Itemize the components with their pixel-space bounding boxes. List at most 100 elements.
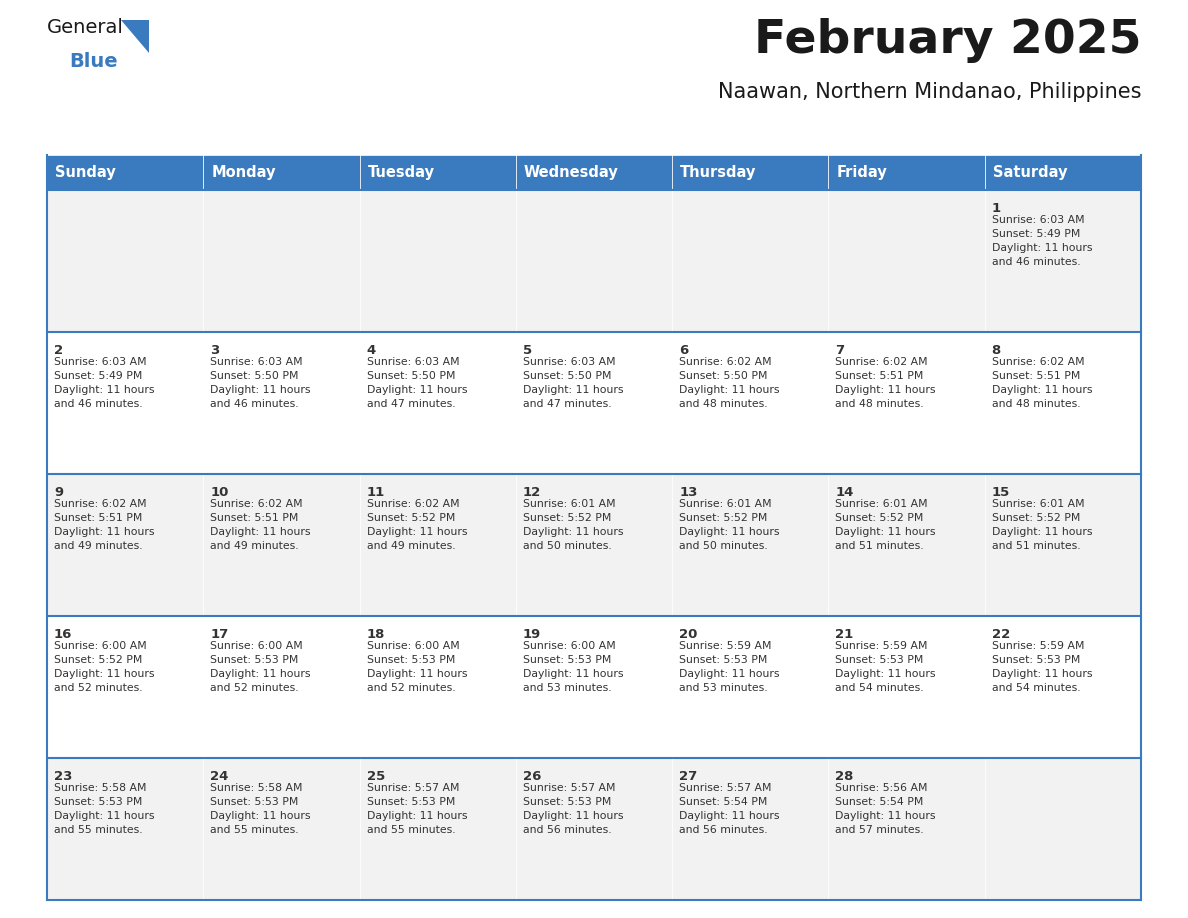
Text: 27: 27 — [680, 769, 697, 783]
Text: Wednesday: Wednesday — [524, 165, 619, 180]
Text: and 49 minutes.: and 49 minutes. — [210, 542, 299, 551]
Text: Sunrise: 6:00 AM: Sunrise: 6:00 AM — [523, 641, 615, 651]
Text: 23: 23 — [53, 769, 72, 783]
Bar — [672, 155, 828, 190]
Bar — [48, 474, 203, 616]
Text: 16: 16 — [53, 628, 72, 641]
Bar — [828, 190, 985, 332]
Text: Sunset: 5:51 PM: Sunset: 5:51 PM — [210, 513, 298, 523]
Text: Sunrise: 6:03 AM: Sunrise: 6:03 AM — [523, 357, 615, 367]
Text: Sunrise: 6:02 AM: Sunrise: 6:02 AM — [53, 499, 146, 509]
Text: Sunrise: 6:02 AM: Sunrise: 6:02 AM — [680, 357, 772, 367]
Text: and 46 minutes.: and 46 minutes. — [210, 399, 299, 409]
Text: Daylight: 11 hours: Daylight: 11 hours — [367, 669, 467, 679]
Text: 4: 4 — [367, 343, 375, 357]
Text: and 49 minutes.: and 49 minutes. — [367, 542, 455, 551]
Bar — [360, 758, 516, 900]
Bar — [672, 332, 828, 474]
Text: 21: 21 — [835, 628, 854, 641]
Text: 28: 28 — [835, 769, 854, 783]
Bar — [516, 332, 672, 474]
Bar — [203, 190, 360, 332]
Text: Daylight: 11 hours: Daylight: 11 hours — [53, 669, 154, 679]
Text: Sunrise: 5:58 AM: Sunrise: 5:58 AM — [53, 783, 146, 793]
Text: and 56 minutes.: and 56 minutes. — [523, 825, 612, 835]
Text: Monday: Monday — [211, 165, 276, 180]
Text: 5: 5 — [523, 343, 532, 357]
Bar — [48, 758, 203, 900]
Text: Sunset: 5:53 PM: Sunset: 5:53 PM — [210, 797, 298, 807]
Bar — [516, 190, 672, 332]
Bar — [360, 155, 516, 190]
Text: and 54 minutes.: and 54 minutes. — [835, 683, 924, 693]
Text: and 50 minutes.: and 50 minutes. — [523, 542, 612, 551]
Text: and 55 minutes.: and 55 minutes. — [367, 825, 455, 835]
Text: 25: 25 — [367, 769, 385, 783]
Bar — [672, 616, 828, 758]
Text: Sunrise: 6:00 AM: Sunrise: 6:00 AM — [210, 641, 303, 651]
Text: and 47 minutes.: and 47 minutes. — [367, 399, 455, 409]
Text: Sunset: 5:51 PM: Sunset: 5:51 PM — [835, 371, 924, 381]
Bar — [828, 616, 985, 758]
Text: Sunset: 5:50 PM: Sunset: 5:50 PM — [367, 371, 455, 381]
Text: 9: 9 — [53, 486, 63, 498]
Text: Sunset: 5:52 PM: Sunset: 5:52 PM — [992, 513, 1080, 523]
Text: and 52 minutes.: and 52 minutes. — [53, 683, 143, 693]
Text: Daylight: 11 hours: Daylight: 11 hours — [835, 812, 936, 822]
Text: and 46 minutes.: and 46 minutes. — [992, 257, 1080, 267]
Bar — [360, 332, 516, 474]
Text: Sunset: 5:53 PM: Sunset: 5:53 PM — [680, 655, 767, 666]
Text: and 55 minutes.: and 55 minutes. — [210, 825, 299, 835]
Text: 13: 13 — [680, 486, 697, 498]
Bar — [516, 474, 672, 616]
Text: Sunset: 5:53 PM: Sunset: 5:53 PM — [523, 797, 612, 807]
Bar — [48, 332, 203, 474]
Text: Sunset: 5:52 PM: Sunset: 5:52 PM — [680, 513, 767, 523]
Text: Sunset: 5:50 PM: Sunset: 5:50 PM — [680, 371, 767, 381]
Text: Sunrise: 5:59 AM: Sunrise: 5:59 AM — [680, 641, 772, 651]
Text: Sunrise: 5:58 AM: Sunrise: 5:58 AM — [210, 783, 303, 793]
Bar — [203, 758, 360, 900]
Text: and 53 minutes.: and 53 minutes. — [680, 683, 767, 693]
Text: Sunrise: 6:03 AM: Sunrise: 6:03 AM — [210, 357, 303, 367]
Bar — [985, 332, 1140, 474]
Text: and 52 minutes.: and 52 minutes. — [210, 683, 299, 693]
Bar — [48, 155, 203, 190]
Text: Sunrise: 6:02 AM: Sunrise: 6:02 AM — [210, 499, 303, 509]
Text: 1: 1 — [992, 202, 1000, 215]
Text: Daylight: 11 hours: Daylight: 11 hours — [210, 527, 311, 537]
Text: Daylight: 11 hours: Daylight: 11 hours — [992, 386, 1092, 396]
Text: Daylight: 11 hours: Daylight: 11 hours — [680, 386, 779, 396]
Text: Sunset: 5:52 PM: Sunset: 5:52 PM — [367, 513, 455, 523]
Bar — [828, 332, 985, 474]
Bar — [516, 616, 672, 758]
Text: Sunrise: 6:03 AM: Sunrise: 6:03 AM — [992, 215, 1085, 225]
Bar — [516, 758, 672, 900]
Bar — [48, 190, 203, 332]
Text: Sunset: 5:50 PM: Sunset: 5:50 PM — [210, 371, 299, 381]
Text: 2: 2 — [53, 343, 63, 357]
Text: Sunrise: 6:01 AM: Sunrise: 6:01 AM — [835, 499, 928, 509]
Text: and 51 minutes.: and 51 minutes. — [835, 542, 924, 551]
Text: Daylight: 11 hours: Daylight: 11 hours — [367, 812, 467, 822]
Text: and 50 minutes.: and 50 minutes. — [680, 542, 767, 551]
Text: Sunrise: 5:56 AM: Sunrise: 5:56 AM — [835, 783, 928, 793]
Bar — [203, 616, 360, 758]
Text: Sunrise: 5:59 AM: Sunrise: 5:59 AM — [835, 641, 928, 651]
Text: Sunrise: 6:03 AM: Sunrise: 6:03 AM — [367, 357, 460, 367]
Text: Sunrise: 6:01 AM: Sunrise: 6:01 AM — [523, 499, 615, 509]
Text: Daylight: 11 hours: Daylight: 11 hours — [835, 386, 936, 396]
Bar — [672, 190, 828, 332]
Text: 18: 18 — [367, 628, 385, 641]
Text: Daylight: 11 hours: Daylight: 11 hours — [680, 669, 779, 679]
Text: and 56 minutes.: and 56 minutes. — [680, 825, 767, 835]
Text: 17: 17 — [210, 628, 228, 641]
Text: Sunday: Sunday — [55, 165, 115, 180]
Text: Daylight: 11 hours: Daylight: 11 hours — [210, 669, 311, 679]
Text: Daylight: 11 hours: Daylight: 11 hours — [680, 812, 779, 822]
Bar — [985, 474, 1140, 616]
Bar — [985, 758, 1140, 900]
Text: Sunrise: 6:02 AM: Sunrise: 6:02 AM — [992, 357, 1085, 367]
Text: Daylight: 11 hours: Daylight: 11 hours — [992, 669, 1092, 679]
Text: Daylight: 11 hours: Daylight: 11 hours — [53, 812, 154, 822]
